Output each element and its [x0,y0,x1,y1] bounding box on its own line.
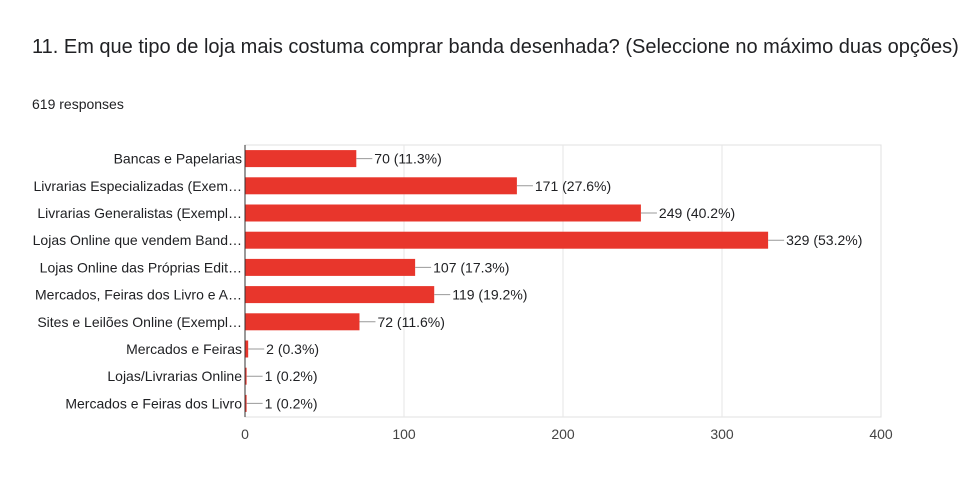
bar [245,394,247,412]
bar [245,150,357,168]
data-label: 171 (27.6%) [535,178,611,194]
bar [245,340,249,358]
bar [245,367,247,385]
bar [245,231,769,249]
data-label: 249 (40.2%) [659,205,735,221]
category-label: Lojas/Livrarias Online [107,368,242,384]
category-label: Bancas e Papelarias [114,151,242,167]
x-tick-label: 400 [869,426,893,442]
category-label: Livrarias Generalistas (Exempl… [37,205,242,221]
data-label: 1 (0.2%) [265,368,318,384]
category-label: Lojas Online das Próprias Edit… [40,259,242,275]
category-label: Livrarias Especializadas (Exem… [33,178,242,194]
category-label: Mercados e Feiras dos Livro [65,395,242,411]
category-label: Sites e Leilões Online (Exempl… [37,314,242,330]
x-tick-label: 300 [710,426,734,442]
bar [245,286,435,304]
data-label: 1 (0.2%) [265,395,318,411]
question-title: 11. Em que tipo de loja mais costuma com… [32,36,959,58]
data-label: 70 (11.3%) [374,151,441,167]
data-label: 107 (17.3%) [433,259,509,275]
bar [245,177,517,195]
x-tick-label: 0 [241,426,249,442]
x-tick-label: 100 [392,426,416,442]
data-label: 119 (19.2%) [452,287,527,303]
category-label: Lojas Online que vendem Band… [33,232,242,248]
data-label: 72 (11.6%) [377,314,444,330]
bar [245,258,416,276]
x-tick-label: 200 [551,426,575,442]
data-label: 2 (0.3%) [266,341,319,357]
bar [245,204,641,222]
data-label: 329 (53.2%) [786,232,862,248]
response-count: 619 responses [32,96,124,112]
category-label: Mercados e Feiras [126,341,242,357]
bar [245,313,360,331]
category-label: Mercados, Feiras dos Livro e A… [35,287,242,303]
